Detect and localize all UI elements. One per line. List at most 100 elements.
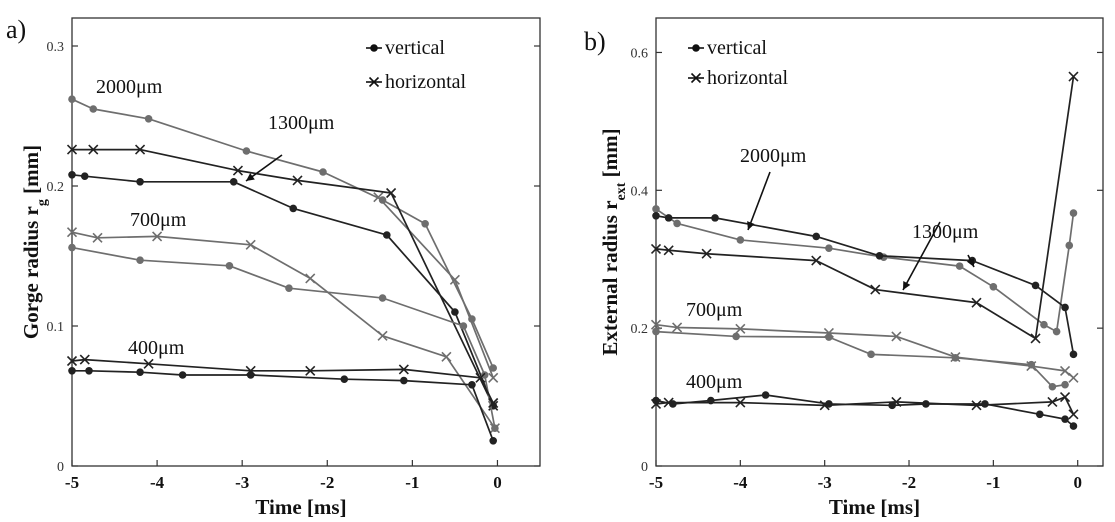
data-point-0-0 [68,95,76,103]
data-point-6-0 [68,367,76,375]
plot-frame [655,17,1104,467]
data-point-2-4 [289,204,298,213]
data-point-1-7 [1061,303,1069,312]
data-point-7-6-stroke-b [475,372,486,383]
data-point-0-3 [825,244,833,253]
annotation-label-2: 700μm [130,209,187,231]
data-point-2-7 [1068,71,1079,82]
data-point-6-7 [1059,392,1071,403]
data-point-1-2 [711,214,719,222]
data-point-3-2-stroke-b [135,144,146,155]
data-point-1-2-stroke-b [488,372,499,383]
data-point-4-2-stroke-b [735,323,746,334]
data-point-6-3 [178,371,187,379]
data-point-1-6 [1031,281,1040,290]
series-line-5 [655,394,1075,427]
data-point-7-5-stroke-b [398,364,409,375]
annotation-label-0: 2000μm [740,145,807,167]
y-axis-label-main: Gorge radius r [19,206,43,339]
data-point-4-6-stroke-b [1026,360,1037,372]
x-tick-label: -3 [818,473,832,492]
data-point-2-0-stroke-b [650,243,662,254]
data-point-3-4-stroke-b [292,175,303,186]
data-point-3-7 [1061,380,1069,389]
data-point-4-4 [378,294,387,302]
data-point-3-1 [732,332,740,341]
data-point-3-2 [135,144,146,155]
data-point-6-8 [1068,409,1079,420]
data-point-2-6 [451,308,459,316]
data-point-5-2 [152,231,163,242]
annotation-label-1: 1300μm [912,221,979,243]
data-point-2-6 [1030,333,1041,344]
data-point-4-8-stroke-b [1068,372,1079,383]
data-point-0-9 [1065,241,1074,250]
data-point-3-0-stroke-b [66,144,78,155]
data-point-4-2 [225,262,234,270]
annotation-arrowhead-2 [966,258,974,267]
data-point-6-8-stroke-b [1068,409,1079,420]
data-point-7-1 [79,354,90,365]
data-point-5-1 [92,232,103,243]
annotation-label-2: 700μm [686,299,743,321]
data-point-2-0 [68,171,76,179]
series-line-6 [72,369,494,442]
data-point-0-0 [652,205,660,213]
data-point-6-4-stroke-b [891,396,902,407]
data-point-2-1-stroke-b [663,245,674,256]
series-line-2 [655,76,1075,340]
chart-panel-b: 0 0.2 0.4 0.6 -5 -4 -3 -2 -1 0 Time [ms] External r… [584,17,1104,519]
y-axis-label: External radius rext [mm] [598,128,629,355]
data-point-5-9 [1061,415,1069,423]
data-point-6-5 [971,400,982,411]
data-point-2-7-stroke-b [1068,71,1079,82]
data-point-2-3-stroke-b [811,255,822,266]
data-point-7-7 [488,397,499,409]
legend-label-1: horizontal [707,67,789,89]
y-axis-label: Gorge radius rg [mm] [19,145,50,339]
y-tick-label: 0.6 [631,46,649,61]
data-point-6-1-stroke-b [663,397,674,408]
legend-label-0: vertical [385,37,445,59]
series-line-4 [71,246,496,429]
y-axis-label-subscript: g [35,199,50,206]
series-line-2 [71,173,494,407]
y-axis-label-main: External radius r [598,200,622,355]
panel-label: b) [584,27,606,56]
data-point-2-1 [80,172,89,180]
data-point-0-2 [144,115,153,123]
data-point-3-5 [386,187,397,199]
data-point-4-5 [950,352,961,363]
data-point-0-8 [1052,327,1061,336]
x-tick-label: -4 [150,473,165,492]
data-point-5-1-stroke-b [92,232,103,243]
data-point-0-4 [319,168,327,176]
data-point-5-4 [305,273,316,284]
data-point-2-2-stroke-b [701,248,712,259]
legend-marker-1 [690,72,702,84]
data-point-2-4-stroke-b [870,284,881,295]
data-point-1-1-stroke-b [449,274,460,285]
y-tick-label: 0 [57,460,64,475]
data-point-1-0 [652,212,660,220]
series-group [650,71,1079,430]
data-point-7-2-stroke-b [143,358,154,369]
data-point-0-8 [489,364,498,372]
data-point-3-1-stroke-b [88,144,99,155]
data-point-7-6 [475,372,486,383]
annotation-label-1: 1300μm [268,112,335,134]
x-axis-label: Time [ms] [255,495,346,519]
y-axis-label-unit: [mm] [598,128,622,182]
plot-frame [71,17,541,467]
data-point-4-5-stroke-b [950,352,961,363]
data-point-6-2 [136,368,144,377]
data-point-1-1 [449,274,460,285]
data-point-4-6 [1026,360,1037,372]
data-point-7-2 [143,358,154,369]
data-point-6-4 [891,396,902,407]
data-point-3-1 [88,144,99,155]
data-point-5-3 [245,239,256,250]
data-point-6-0 [650,398,662,410]
annotation-arrowhead-0 [246,173,255,181]
data-point-0-7 [1040,320,1048,329]
